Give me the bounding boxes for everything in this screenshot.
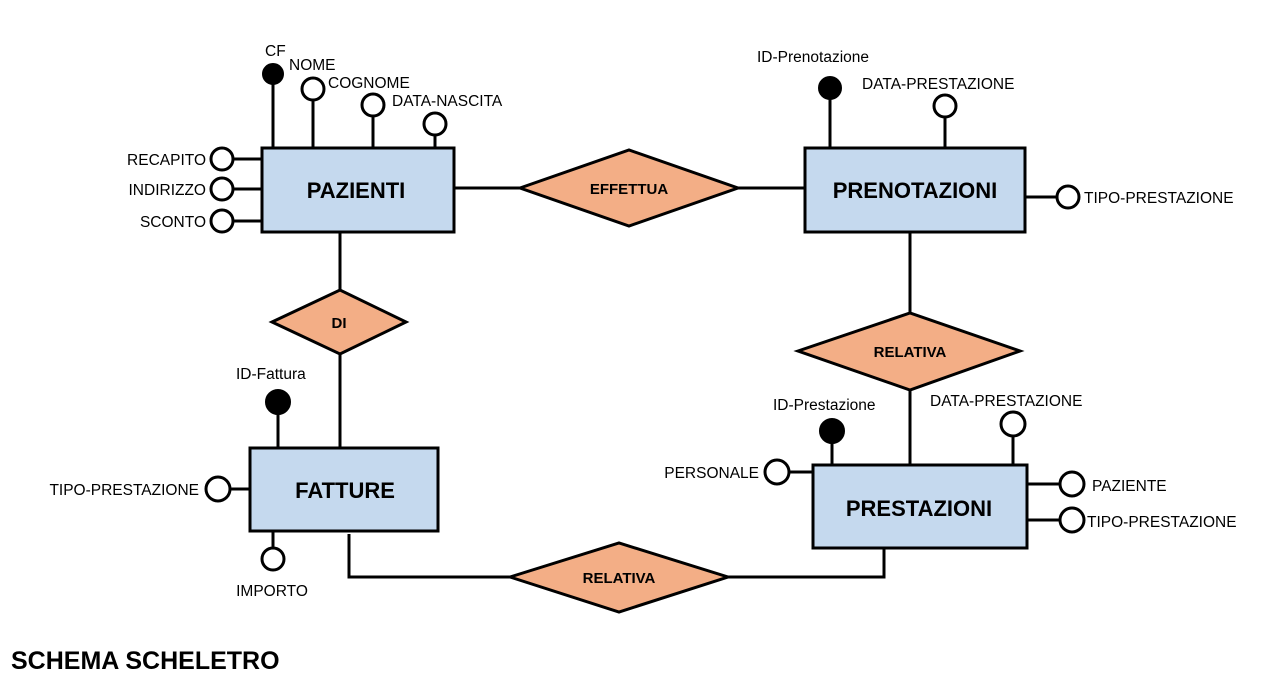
attr-prenotazioni-id: ID-Prenotazione: [757, 49, 869, 100]
attr-prenotazioni-tipo-prestazione: TIPO-PRESTAZIONE: [1055, 184, 1234, 210]
attr-prestazioni-tipo-prestazione-label: TIPO-PRESTAZIONE: [1087, 514, 1237, 531]
entity-prestazioni[interactable]: PRESTAZIONI: [811, 463, 1029, 550]
key-attribute-marker: [818, 76, 842, 100]
key-attribute-marker: [819, 418, 845, 444]
entity-pazienti[interactable]: PAZIENTI: [260, 146, 456, 234]
attr-pazienti-recapito-label: RECAPITO: [127, 152, 206, 169]
attr-pazienti-cf: CF: [262, 43, 286, 85]
attr-pazienti-sconto-label: SCONTO: [140, 214, 206, 231]
entity-fatture-label: FATTURE: [295, 478, 395, 503]
relationship-relativa-bottom[interactable]: RELATIVA: [505, 541, 733, 614]
attribute-marker: [209, 146, 235, 172]
attribute-marker: [360, 92, 386, 118]
attribute-marker: [763, 458, 791, 486]
attr-pazienti-recapito: RECAPITO: [127, 146, 235, 172]
attr-prenotazioni-data-prestazione-label: DATA-PRESTAZIONE: [862, 76, 1014, 93]
attr-fatture-tipo-prestazione-label: TIPO-PRESTAZIONE: [49, 482, 199, 499]
line-fatture-relativa: [347, 534, 510, 579]
connections: [338, 186, 912, 579]
attr-prenotazioni-id-label: ID-Prenotazione: [757, 49, 869, 66]
attr-prestazioni-personale-label: PERSONALE: [664, 465, 759, 482]
attr-pazienti-sconto: SCONTO: [140, 208, 235, 234]
attr-fatture-id: ID-Fattura: [236, 366, 306, 415]
entity-fatture[interactable]: FATTURE: [248, 446, 440, 533]
attribute-marker: [932, 93, 958, 119]
attr-pazienti-indirizzo: INDIRIZZO: [129, 176, 235, 202]
diagram-title: SCHEMA SCHELETRO: [11, 647, 280, 675]
attr-prestazioni-personale: PERSONALE: [664, 458, 791, 486]
relationship-effettua[interactable]: EFFETTUA: [515, 148, 743, 228]
key-attribute-marker: [265, 389, 291, 415]
attr-prestazioni-paziente: PAZIENTE: [1058, 470, 1167, 498]
entity-pazienti-label: PAZIENTI: [307, 178, 406, 203]
attr-fatture-id-label: ID-Fattura: [236, 366, 306, 383]
attribute-marker: [422, 111, 448, 137]
attr-pazienti-data-nascita: DATA-NASCITA: [392, 93, 503, 137]
attr-prestazioni-data-prestazione-label: DATA-PRESTAZIONE: [930, 393, 1082, 410]
relationship-effettua-label: EFFETTUA: [590, 181, 668, 198]
attribute-marker: [260, 546, 286, 572]
attribute-marker: [1055, 184, 1081, 210]
attr-prestazioni-paziente-label: PAZIENTE: [1092, 478, 1167, 495]
attribute-marker: [1058, 470, 1086, 498]
attribute-marker: [300, 76, 326, 102]
attr-pazienti-cf-label: CF: [265, 43, 286, 60]
attr-prenotazioni-data-prestazione: DATA-PRESTAZIONE: [862, 76, 1014, 119]
entity-prenotazioni[interactable]: PRENOTAZIONI: [803, 146, 1027, 234]
attribute-marker: [204, 475, 232, 503]
attr-prestazioni-id-label: ID-Prestazione: [773, 397, 876, 414]
attr-prestazioni-data-prestazione: DATA-PRESTAZIONE: [930, 393, 1082, 438]
key-attribute-marker: [262, 63, 284, 85]
relationship-relativa-top-label: RELATIVA: [874, 344, 947, 361]
attribute-marker: [209, 176, 235, 202]
attr-pazienti-nome-label: NOME: [289, 57, 336, 74]
entity-prestazioni-label: PRESTAZIONI: [846, 496, 992, 521]
relationship-di-label: DI: [332, 315, 347, 332]
relationship-di[interactable]: DI: [268, 288, 410, 356]
attr-pazienti-indirizzo-label: INDIRIZZO: [129, 182, 207, 199]
attr-pazienti-data-nascita-label: DATA-NASCITA: [392, 93, 503, 110]
attribute-marker: [209, 208, 235, 234]
attr-fatture-tipo-prestazione: TIPO-PRESTAZIONE: [49, 475, 232, 503]
attr-prestazioni-id: ID-Prestazione: [773, 397, 876, 444]
relationship-relativa-top[interactable]: RELATIVA: [793, 311, 1025, 392]
attr-pazienti-cognome: COGNOME: [328, 75, 410, 118]
attribute-marker: [999, 410, 1027, 438]
attr-prestazioni-tipo-prestazione: TIPO-PRESTAZIONE: [1058, 506, 1237, 534]
attr-fatture-importo: IMPORTO: [236, 546, 308, 600]
attr-pazienti-nome: NOME: [289, 57, 336, 102]
attribute-stems: [230, 84, 1060, 548]
attr-prenotazioni-tipo-prestazione-label: TIPO-PRESTAZIONE: [1084, 190, 1234, 207]
attr-pazienti-cognome-label: COGNOME: [328, 75, 410, 92]
relationship-relativa-bottom-label: RELATIVA: [583, 570, 656, 587]
attribute-marker: [1058, 506, 1086, 534]
attr-fatture-importo-label: IMPORTO: [236, 583, 308, 600]
entity-prenotazioni-label: PRENOTAZIONI: [833, 178, 998, 203]
line-relativa-prestazioni-bottom: [728, 548, 886, 579]
